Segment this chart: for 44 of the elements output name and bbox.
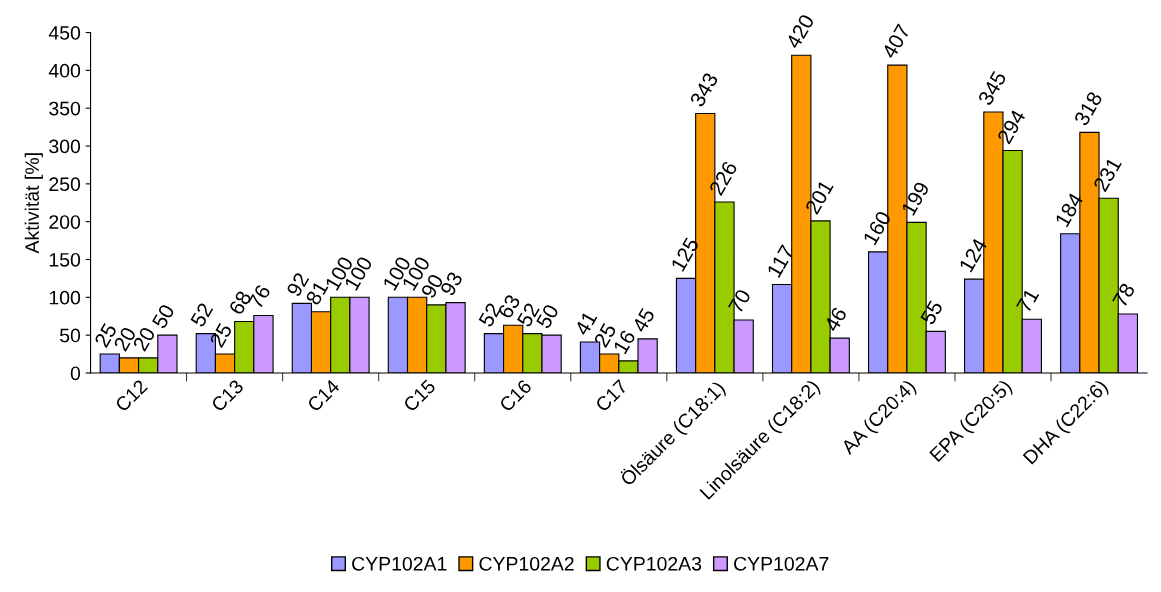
y-tick-label: 150 xyxy=(49,252,81,267)
y-tick-label: 250 xyxy=(49,177,81,192)
y-tick-label: 300 xyxy=(49,139,81,154)
x-tick-label: C12 xyxy=(114,378,148,413)
legend-label: CYP102A7 xyxy=(734,556,829,571)
data-label: 124 xyxy=(958,237,988,273)
y-tick-label: 100 xyxy=(49,290,81,305)
data-label: 71 xyxy=(1016,287,1040,314)
x-tick-label: C15 xyxy=(402,378,437,413)
y-tick-label: 350 xyxy=(49,101,81,116)
data-label: 407 xyxy=(881,23,911,60)
y-tick-label: 50 xyxy=(59,328,81,343)
y-tick-label: 400 xyxy=(48,63,81,78)
data-label: 345 xyxy=(977,70,1007,107)
x-tick-label: C17 xyxy=(594,378,629,413)
data-label: 420 xyxy=(785,13,815,50)
y-tick-label: 0 xyxy=(70,366,81,381)
y-tick-label: 200 xyxy=(49,215,81,229)
data-label: 52 xyxy=(478,302,502,328)
data-label: 117 xyxy=(766,244,795,278)
data-label: 125 xyxy=(670,236,700,272)
data-label: 160 xyxy=(862,210,892,246)
data-label: 201 xyxy=(804,179,834,215)
data-label: 78 xyxy=(1112,282,1136,308)
data-label: 294 xyxy=(996,108,1027,145)
data-label: 184 xyxy=(1054,191,1084,228)
data-label: 45 xyxy=(631,307,656,334)
x-tick-label: C16 xyxy=(498,378,533,413)
data-label: 46 xyxy=(823,306,848,333)
data-label: 50 xyxy=(151,303,176,330)
data-label: 226 xyxy=(708,160,738,197)
y-axis-title: Aktivität [%] xyxy=(24,153,43,254)
legend-label: CYP102A3 xyxy=(606,556,702,571)
data-label: 318 xyxy=(1073,90,1103,127)
legend-label: CYP102A2 xyxy=(479,556,574,571)
data-label: 231 xyxy=(1092,156,1122,193)
data-label: 343 xyxy=(689,71,719,108)
legend-label: CYP102A1 xyxy=(352,556,447,571)
data-label: 55 xyxy=(920,299,944,326)
y-tick-label: 450 xyxy=(48,26,81,40)
x-tick-label: C13 xyxy=(210,378,245,413)
x-tick-label: C14 xyxy=(306,378,341,413)
data-label: 199 xyxy=(901,180,930,216)
data-label: 70 xyxy=(727,288,752,314)
